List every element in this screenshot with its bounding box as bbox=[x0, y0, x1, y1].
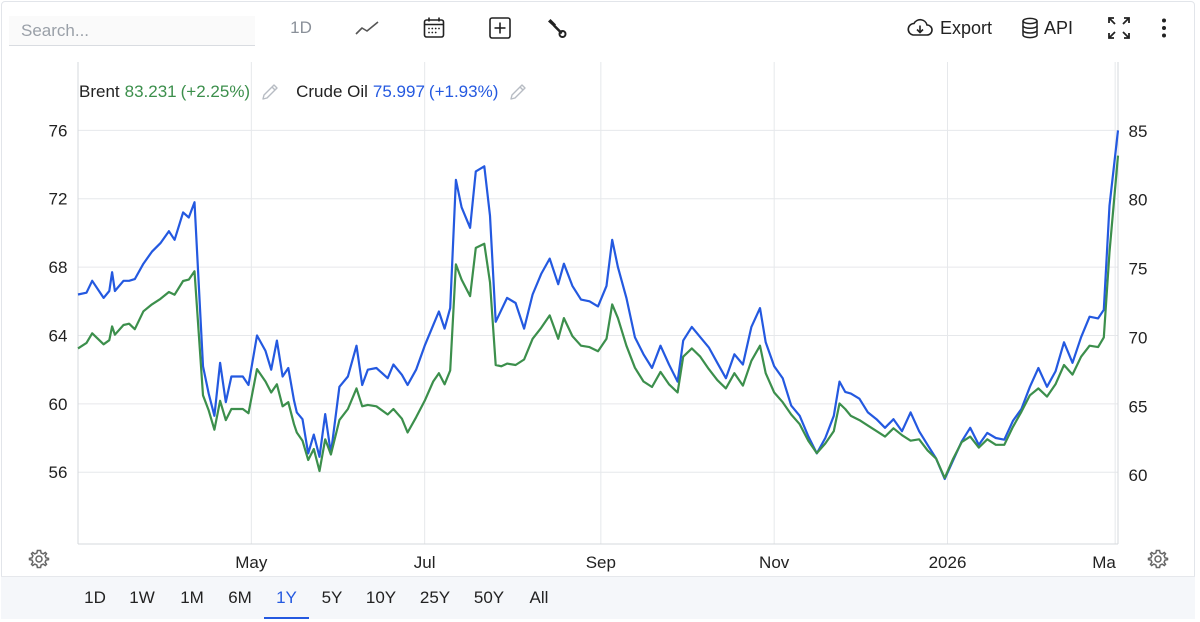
pencil-icon bbox=[510, 84, 527, 100]
indicators-button[interactable] bbox=[543, 14, 569, 42]
range-25y-button[interactable]: 25Y bbox=[419, 588, 451, 607]
x-tick-label: May bbox=[235, 553, 268, 572]
export-button[interactable]: Export bbox=[906, 14, 998, 42]
range-50y-button[interactable]: 50Y bbox=[473, 588, 505, 607]
y-left-tick-label: 60 bbox=[49, 395, 68, 414]
x-tick-label: 2026 bbox=[929, 553, 967, 572]
interval-label: 1D bbox=[290, 18, 312, 37]
legend-brent-value: 83.231 bbox=[124, 82, 177, 101]
pencil-icon bbox=[262, 84, 278, 100]
search-input[interactable] bbox=[9, 16, 255, 46]
edit-crude-oil-button[interactable] bbox=[508, 82, 528, 102]
range-1y-button[interactable]: 1Y bbox=[264, 577, 309, 619]
y-left-tick-label: 56 bbox=[49, 463, 68, 482]
range-6m-button[interactable]: 6M bbox=[228, 588, 252, 607]
date-range-button[interactable] bbox=[421, 14, 447, 42]
add-comparison-button[interactable] bbox=[487, 14, 513, 42]
legend-brent-name: Brent bbox=[79, 82, 120, 101]
series-line-brent bbox=[77, 155, 1120, 479]
export-label: Export bbox=[940, 17, 993, 38]
y-right-tick-label: 60 bbox=[1129, 466, 1148, 485]
fullscreen-icon bbox=[1108, 17, 1130, 39]
range-1m-button[interactable]: 1M bbox=[180, 588, 204, 607]
x-tick-label: Jul bbox=[414, 553, 436, 572]
calendar-icon bbox=[423, 17, 445, 38]
line-chart-icon bbox=[355, 21, 379, 35]
api-label: API bbox=[1044, 17, 1074, 38]
legend-brent-change: (+2.25%) bbox=[180, 82, 251, 101]
more-vertical-icon bbox=[1162, 18, 1166, 38]
edit-brent-button[interactable] bbox=[260, 82, 280, 102]
y-left-tick-label: 76 bbox=[49, 121, 68, 140]
x-tick-label: Sep bbox=[586, 553, 616, 572]
range-all-button[interactable]: All bbox=[529, 588, 549, 607]
legend-crude-oil-value: 75.997 bbox=[372, 82, 425, 101]
right-axis-settings-button[interactable] bbox=[1147, 548, 1169, 570]
y-right-tick-label: 85 bbox=[1129, 122, 1148, 141]
y-right-tick-label: 80 bbox=[1129, 191, 1148, 210]
range-1d-button[interactable]: 1D bbox=[84, 588, 106, 607]
more-options-button[interactable] bbox=[1156, 14, 1172, 42]
left-axis-settings-button[interactable] bbox=[28, 548, 50, 570]
series-line-crude-oil bbox=[77, 130, 1120, 481]
y-right-tick-label: 65 bbox=[1129, 397, 1148, 416]
fullscreen-button[interactable] bbox=[1106, 14, 1132, 42]
y-right-tick-label: 70 bbox=[1129, 328, 1148, 347]
y-left-tick-label: 68 bbox=[49, 258, 68, 277]
interval-button[interactable]: 1D bbox=[286, 14, 316, 42]
api-button[interactable]: API bbox=[1021, 14, 1077, 42]
y-left-tick-label: 64 bbox=[49, 326, 68, 345]
x-tick-label: Ma bbox=[1092, 553, 1116, 572]
range-selector-bar: 1D 1W 1M 6M 1Y 5Y 10Y 25Y 50Y All bbox=[1, 576, 1195, 619]
legend-crude-oil-name: Crude Oil bbox=[296, 82, 368, 101]
range-1w-button[interactable]: 1W bbox=[129, 588, 155, 607]
range-10y-button[interactable]: 10Y bbox=[365, 588, 397, 607]
chart-type-line-button[interactable] bbox=[352, 14, 382, 42]
cloud-download-icon bbox=[907, 18, 933, 36]
x-tick-label: Nov bbox=[759, 553, 790, 572]
chart-toolbar: 1D bbox=[0, 0, 1200, 56]
y-left-tick-label: 72 bbox=[49, 190, 68, 209]
chart-legend: Brent 83.231 (+2.25%) Crude Oil 75.997 (… bbox=[79, 80, 544, 104]
database-icon bbox=[1022, 17, 1038, 39]
gear-icon bbox=[1147, 549, 1169, 569]
gear-icon bbox=[28, 549, 50, 569]
y-right-tick-label: 75 bbox=[1129, 260, 1148, 279]
plus-square-icon bbox=[489, 17, 511, 39]
wrench-icon bbox=[548, 19, 567, 38]
legend-crude-oil-change: (+1.93%) bbox=[428, 82, 499, 101]
price-chart: 56 60 64 68 72 76 60 65 70 75 80 85 May Jul Sep Nov 2026… bbox=[49, 62, 1148, 572]
range-5y-button[interactable]: 5Y bbox=[321, 588, 343, 607]
